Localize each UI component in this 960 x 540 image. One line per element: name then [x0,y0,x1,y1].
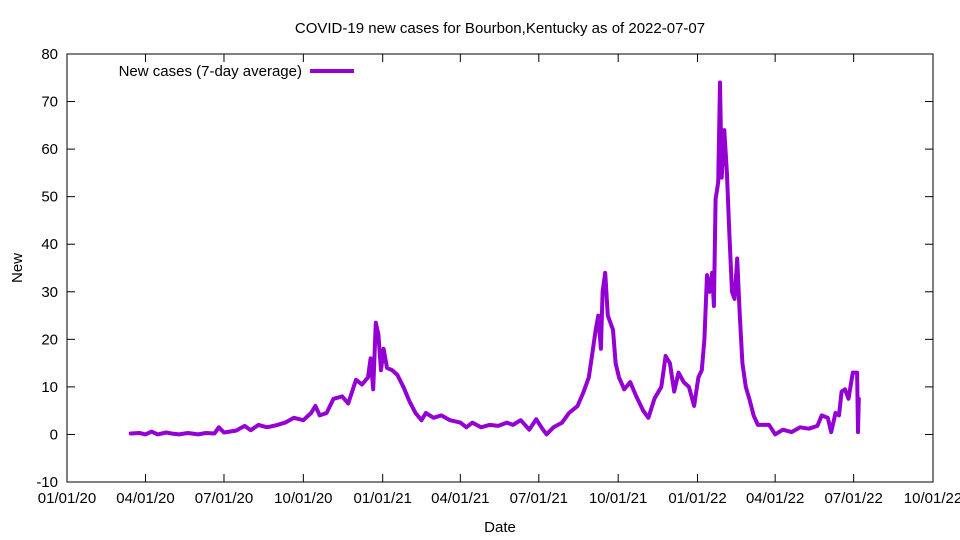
x-tick-label: 01/01/22 [668,490,726,507]
x-axis-label: Date [484,519,516,536]
x-tick-label: 10/01/21 [589,490,647,507]
legend: New cases (7-day average) [119,63,354,80]
y-tick-label: 10 [41,379,58,396]
x-tick-label: 10/01/22 [904,490,960,507]
y-tick-label: -10 [36,474,58,491]
y-tick-label: 60 [41,141,58,158]
chart-title: COVID-19 new cases for Bourbon,Kentucky … [295,20,705,37]
series-line [128,80,861,437]
x-tick-label: 01/01/20 [38,490,96,507]
y-tick-label: 70 [41,94,58,111]
x-tick-label: 04/01/20 [116,490,174,507]
y-axis-label: New [9,253,26,283]
y-tick-label: 80 [41,46,58,63]
y-tick-label: 40 [41,236,58,253]
y-tick-label: 30 [41,284,58,301]
series-layer [128,80,861,437]
x-tick-label: 07/01/22 [824,490,882,507]
y-axis-ticks: -10 0 10 20 30 40 50 60 70 80 [36,46,933,491]
y-tick-label: 50 [41,189,58,206]
y-tick-label: 0 [50,426,58,443]
y-tick-label: 20 [41,331,58,348]
x-tick-label: 07/01/21 [510,490,568,507]
x-tick-label: 10/01/20 [274,490,332,507]
x-tick-label: 04/01/21 [431,490,489,507]
x-tick-label: 01/01/21 [353,490,411,507]
x-tick-label: 04/01/22 [746,490,804,507]
x-tick-label: 07/01/20 [195,490,253,507]
legend-label: New cases (7-day average) [119,63,302,80]
plot-frame [66,53,934,483]
x-axis-ticks: 01/01/20 04/01/20 07/01/20 10/01/20 01/01/21… [38,54,960,507]
